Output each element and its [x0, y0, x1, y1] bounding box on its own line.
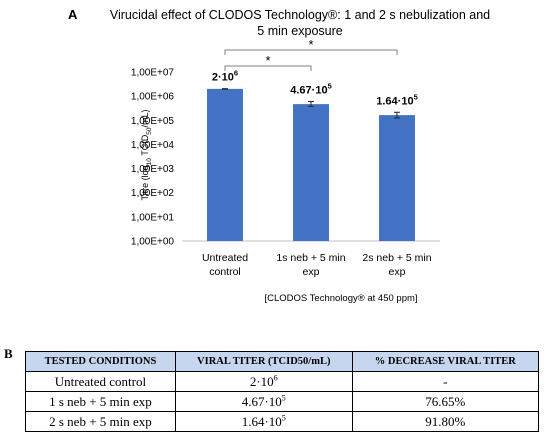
significance-star: *	[308, 37, 313, 52]
significance-brackets: **	[224, 37, 398, 71]
table-row: 2 s neb + 5 min exp 1.64·105 91.80%	[25, 411, 540, 432]
y-tick-label: 1,00E+05	[131, 116, 175, 127]
y-tick-label: 1,00E+03	[131, 164, 175, 175]
x-tick-label: Untreated	[202, 252, 248, 264]
table-row: 1 s neb + 5 min exp 4.67·105 76.65%	[25, 391, 540, 412]
significance-star: *	[265, 53, 270, 68]
bars: 2·106 Untreated control 4.67·105 1s neb + 5 …	[202, 69, 432, 278]
x-tick-label: control	[209, 266, 241, 278]
x-tick-label: exp	[389, 266, 406, 278]
y-tick-label: 1,00E+04	[131, 140, 175, 151]
bar-chart: A Virucidal effect of CLODOS Technology®…	[68, 7, 490, 304]
chart-title-line2: 5 min exposure	[257, 24, 343, 38]
results-table: TESTED CONDITIONS VIRAL TITER (TCID50/mL…	[25, 351, 540, 432]
x-tick-label: 2s neb + 5 min	[362, 252, 431, 264]
table-row: Untreated control 2·106 -	[25, 371, 540, 392]
x-tick-label: 1s neb + 5 min	[276, 252, 345, 264]
y-axis-label: Titre (log10 TCID50/mL)	[140, 109, 153, 200]
cell-decrease: 91.80%	[351, 411, 540, 432]
significance-bracket	[224, 65, 312, 71]
cell-titer: 2·106	[174, 371, 353, 392]
cell-condition: Untreated control	[25, 371, 176, 392]
table-header-row: TESTED CONDITIONS VIRAL TITER (TCID50/mL…	[25, 351, 540, 372]
cell-decrease: 76.65%	[351, 391, 540, 412]
y-tick-label: 1,00E+01	[131, 212, 175, 223]
bar	[379, 115, 415, 241]
chart-title-line1: Virucidal effect of CLODOS Technology®: …	[110, 8, 490, 22]
y-tick-label: 1,00E+07	[131, 68, 175, 79]
cell-titer: 1.64·105	[174, 411, 353, 432]
panel-label-b: B	[4, 346, 13, 361]
cell-condition: 1 s neb + 5 min exp	[25, 391, 176, 412]
header-percent-decrease: % DECREASE VIRAL TITER	[351, 351, 540, 372]
data-label: 1.64·105	[376, 92, 417, 107]
cell-decrease: -	[351, 371, 540, 392]
x-tick-label: exp	[303, 266, 320, 278]
data-label: 2·106	[212, 69, 238, 84]
significance-bracket	[224, 49, 398, 55]
header-tested-conditions: TESTED CONDITIONS	[25, 351, 176, 372]
y-tick-label: 1,00E+06	[131, 92, 175, 103]
bar	[207, 88, 243, 242]
y-tick-label: 1,00E+02	[131, 188, 175, 199]
panel-label-a: A	[68, 7, 78, 22]
chart-footnote: [CLODOS Technology® at 450 ppm]	[264, 293, 417, 304]
cell-titer: 4.67·105	[174, 391, 353, 412]
header-viral-titer: VIRAL TITER (TCID50/mL)	[174, 351, 353, 372]
y-tick-label: 1,00E+00	[131, 237, 175, 248]
bar	[293, 104, 329, 241]
cell-condition: 2 s neb + 5 min exp	[25, 411, 176, 432]
data-label: 4.67·105	[290, 81, 331, 96]
